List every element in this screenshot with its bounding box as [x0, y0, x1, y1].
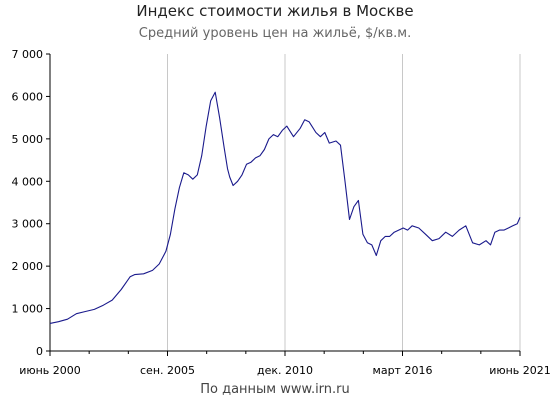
series-layer [49, 91, 521, 324]
x-tick-label: сен. 2005 [140, 364, 195, 377]
x-tick-label: июнь 2021 [489, 364, 550, 377]
y-tick-label: 0 [36, 345, 43, 358]
line-chart: 0 1 000 2 000 3 000 4 000 5 000 6 000 7 000 июнь… [12, 48, 550, 377]
y-tick-label: 4 000 [12, 175, 44, 188]
chart-title: Индекс стоимости жилья в Москве [136, 2, 414, 20]
y-tick-label: 7 000 [12, 48, 44, 61]
y-tick-label: 5 000 [12, 133, 44, 146]
x-tick-label: июнь 2000 [19, 364, 81, 377]
y-tick-label: 6 000 [12, 90, 44, 103]
x-tick-label: март 2016 [373, 364, 433, 377]
series-line-0 [49, 91, 521, 324]
y-tick-label: 3 000 [12, 218, 44, 231]
axes [46, 53, 521, 356]
x-tick-label: дек. 2010 [257, 364, 313, 377]
y-tick-label: 1 000 [12, 303, 44, 316]
source-note: По данным www.irn.ru [200, 382, 350, 397]
tick-labels: 0 1 000 2 000 3 000 4 000 5 000 6 000 7 000 июнь… [12, 48, 550, 377]
y-tick-label: 2 000 [12, 260, 44, 273]
chart-subtitle: Средний уровень цен на жильё, $/кв.м. [138, 26, 412, 41]
grid [49, 54, 521, 351]
